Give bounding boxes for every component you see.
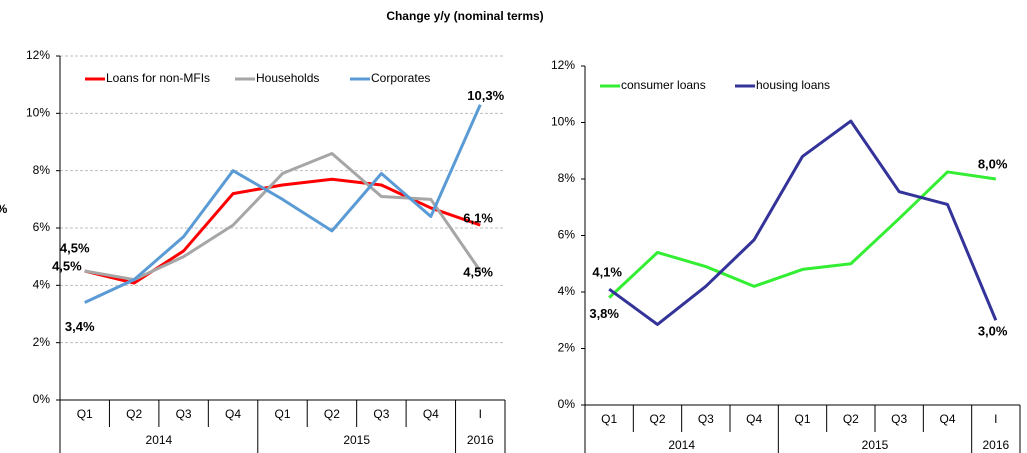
y-tick-label: 8% (33, 163, 51, 177)
legend-label: Households (256, 71, 319, 85)
x-tick-label: Q2 (843, 412, 859, 426)
y-tick-label: 8% (558, 171, 576, 185)
group-label: 2016 (467, 433, 494, 447)
y-tick-label: 10% (551, 115, 575, 129)
value-label: 4,5% (52, 258, 82, 273)
y-tick-label: 4% (558, 284, 576, 298)
x-tick-label: Q3 (698, 412, 714, 426)
x-tick-label: Q1 (274, 407, 290, 421)
x-tick-label: Q2 (126, 407, 142, 421)
y-tick-label: 12% (551, 58, 575, 72)
x-tick-label: I (479, 407, 482, 421)
x-tick-label: Q1 (601, 412, 617, 426)
y-tick-label: 4% (33, 278, 51, 292)
x-tick-label: Q1 (77, 407, 93, 421)
x-tick-label: Q4 (423, 407, 439, 421)
x-tick-label: Q3 (176, 407, 192, 421)
group-label: 2014 (146, 433, 173, 447)
value-label: 6,1% (463, 211, 493, 226)
x-tick-label: Q2 (324, 407, 340, 421)
y-tick-label: 2% (558, 341, 576, 355)
group-label: 2015 (862, 438, 889, 452)
legend-label: consumer loans (621, 78, 706, 92)
value-label: 8,0% (978, 156, 1008, 171)
x-tick-label: Q3 (891, 412, 907, 426)
group-label: 2014 (668, 438, 695, 452)
y-tick-label: 10% (26, 106, 50, 120)
y-tick-label: 2% (33, 335, 51, 349)
line-series (84, 151, 482, 282)
line-series (608, 170, 997, 299)
x-tick-label: I (994, 412, 997, 426)
y-tick-label: 0% (33, 392, 51, 406)
y-tick-label: 6% (558, 228, 576, 242)
x-tick-label: Q4 (225, 407, 241, 421)
line-series (608, 119, 998, 326)
x-tick-label: Q1 (794, 412, 810, 426)
group-label: 2016 (982, 438, 1009, 452)
y-tick-label: 6% (33, 220, 51, 234)
chart-title: Change y/y (nominal terms) (386, 9, 543, 23)
x-tick-label: Q4 (939, 412, 955, 426)
x-tick-label: Q2 (649, 412, 665, 426)
x-tick-label: Q3 (373, 407, 389, 421)
y-axis-label: % (0, 202, 8, 216)
group-label: 2015 (343, 433, 370, 447)
line-series (84, 104, 482, 304)
value-label: 10,3% (467, 88, 504, 103)
value-label: 4,5% (463, 264, 493, 279)
value-label: 3,8% (589, 306, 619, 321)
value-label: 4,1% (592, 265, 622, 280)
x-tick-label: Q4 (746, 412, 762, 426)
y-tick-label: 12% (26, 48, 50, 62)
line-series (84, 177, 481, 285)
y-tick-label: 0% (558, 397, 576, 411)
value-label: 3,0% (978, 324, 1008, 339)
legend-label: Corporates (371, 71, 430, 85)
legend-label: housing loans (756, 78, 830, 92)
value-label: 4,5% (60, 240, 90, 255)
legend-label: Loans for non-MFIs (106, 71, 210, 85)
value-label: 3,4% (65, 319, 95, 334)
